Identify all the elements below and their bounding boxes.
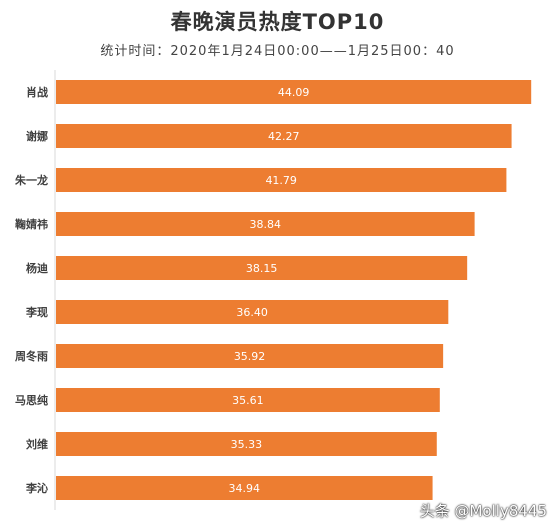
chart-title: 春晚演员热度TOP10 [170, 10, 385, 34]
data-label: 35.61 [232, 394, 264, 407]
category-label: 周冬雨 [15, 349, 48, 363]
category-label: 谢娜 [26, 129, 48, 143]
data-label: 41.79 [265, 174, 297, 187]
data-label: 34.94 [229, 482, 261, 495]
data-label: 35.92 [234, 350, 266, 363]
category-label: 杨迪 [26, 261, 48, 275]
category-label: 李沁 [25, 481, 48, 495]
data-label: 44.09 [278, 86, 310, 99]
bar [56, 168, 507, 192]
bar [56, 212, 475, 236]
data-label: 36.40 [236, 306, 268, 319]
category-label: 马思纯 [15, 393, 48, 407]
category-label: 李现 [25, 305, 48, 319]
bar [56, 80, 532, 104]
bar [56, 432, 437, 456]
data-label: 38.84 [250, 218, 282, 231]
category-label: 鞠婧祎 [15, 217, 48, 231]
watermark-text: 头条 @Molly8445 [419, 502, 547, 520]
bar [56, 124, 512, 148]
category-label: 刘维 [26, 437, 48, 451]
data-label: 35.33 [231, 438, 263, 451]
bar [56, 476, 433, 500]
bar [56, 344, 444, 368]
data-label: 42.27 [268, 130, 300, 143]
bar [56, 256, 468, 280]
category-label: 肖战 [26, 85, 48, 99]
category-label: 朱一龙 [14, 173, 48, 187]
bar [56, 388, 440, 412]
chart-subtitle: 统计时间：2020年1月24日00:00——1月25日00：40 [100, 44, 455, 59]
bar [56, 300, 449, 324]
data-label: 38.15 [246, 262, 278, 275]
